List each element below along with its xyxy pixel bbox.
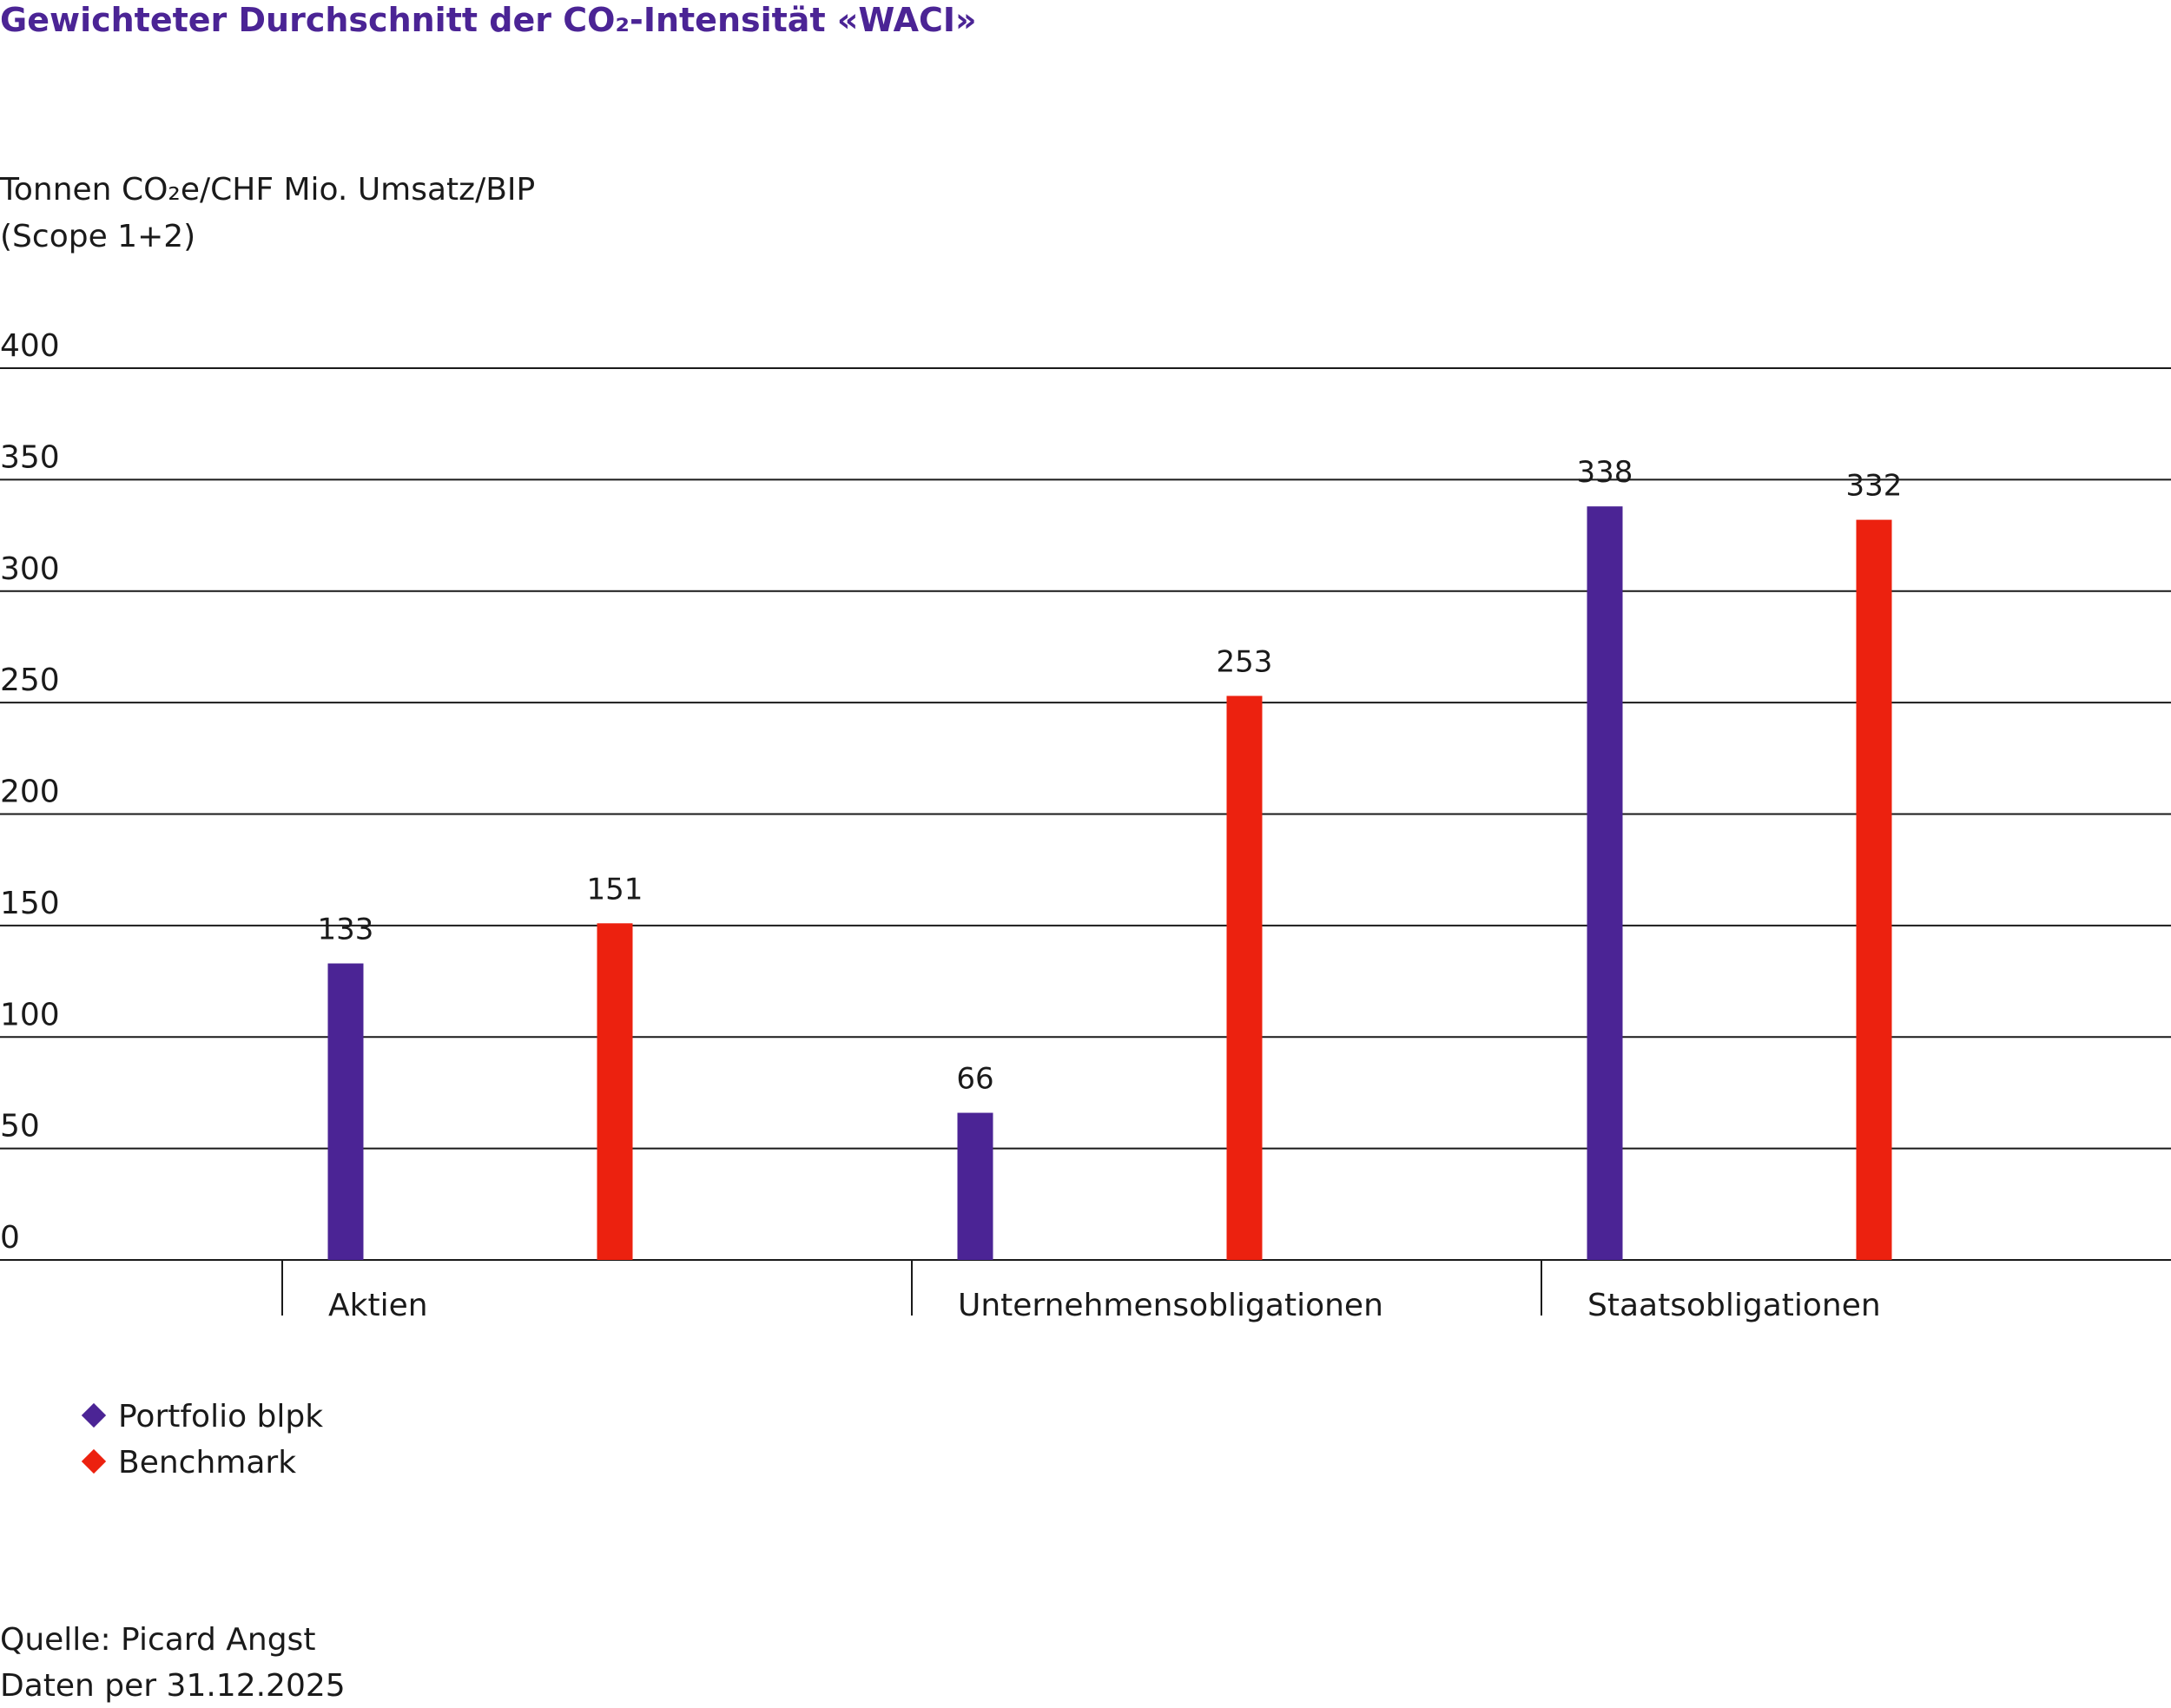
value-label: 253 bbox=[1217, 644, 1273, 679]
bar bbox=[1587, 506, 1623, 1260]
value-label: 151 bbox=[587, 872, 643, 907]
bar bbox=[957, 1112, 993, 1260]
y-tick-label: 0 bbox=[0, 1220, 20, 1256]
x-tick-label: Staatsobligationen bbox=[1587, 1288, 1881, 1323]
y-tick-label: 150 bbox=[0, 886, 60, 921]
bar bbox=[597, 923, 633, 1260]
source: Quelle: Picard Angst bbox=[0, 1622, 315, 1658]
y-axis-label: Tonnen CO₂e/CHF Mio. Umsatz/BIP bbox=[0, 172, 535, 208]
note: Daten per 31.12.2025 bbox=[0, 1668, 346, 1704]
bar bbox=[1856, 519, 1892, 1260]
value-label: 66 bbox=[956, 1062, 993, 1097]
value-label: 133 bbox=[318, 913, 374, 947]
y-tick-label: 200 bbox=[0, 775, 60, 810]
value-label: 338 bbox=[1577, 455, 1633, 490]
y-tick-label: 100 bbox=[0, 997, 60, 1032]
chart-title: Gewichteter Durchschnitt der CO₂-Intensi… bbox=[0, 1, 977, 39]
y-axis-label: (Scope 1+2) bbox=[0, 219, 195, 254]
x-tick-label: Unternehmensobligationen bbox=[958, 1288, 1383, 1323]
y-tick-label: 50 bbox=[0, 1109, 40, 1144]
x-tick-label: Aktien bbox=[328, 1288, 428, 1323]
legend-marker bbox=[81, 1402, 107, 1428]
y-tick-label: 400 bbox=[0, 328, 60, 364]
y-tick-label: 250 bbox=[0, 663, 60, 698]
bar bbox=[1226, 696, 1263, 1260]
bar bbox=[327, 963, 364, 1260]
value-label: 332 bbox=[1846, 469, 1903, 504]
y-tick-label: 350 bbox=[0, 439, 60, 475]
legend-marker bbox=[81, 1448, 107, 1474]
y-tick-label: 300 bbox=[0, 551, 60, 587]
legend-label: Benchmark bbox=[118, 1445, 296, 1480]
legend-label: Portfolio blpk bbox=[118, 1399, 323, 1434]
